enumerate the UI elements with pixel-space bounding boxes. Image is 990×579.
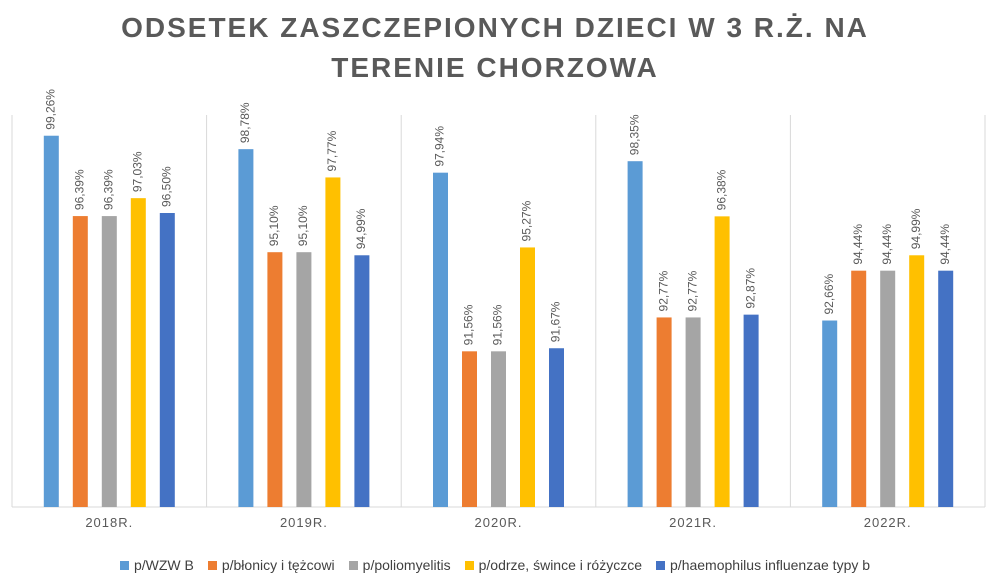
data-label: 94,99% (354, 208, 368, 249)
legend-swatch (464, 560, 474, 570)
legend-label: p/WZW B (133, 557, 194, 573)
bar (491, 351, 506, 507)
data-label: 95,27% (520, 200, 534, 241)
legend-item: p/błonicy i tężcowi (207, 557, 335, 573)
data-label: 96,50% (159, 166, 173, 207)
legend-label: p/odrze, śwince i różyczce (478, 557, 643, 573)
x-tick-label: 2018R. (85, 515, 133, 530)
data-label: 99,26% (43, 89, 57, 130)
data-label: 92,66% (822, 273, 836, 314)
data-label: 97,03% (130, 151, 144, 192)
bar (433, 172, 448, 507)
bar (743, 314, 759, 507)
bar (627, 161, 643, 507)
legend-swatch (207, 560, 217, 570)
x-tick-label: 2021R. (669, 515, 717, 530)
legend-label: p/haemophilus influenzae typy b (670, 557, 871, 573)
data-label: 94,44% (938, 224, 952, 265)
legend-swatch (656, 560, 666, 570)
bar (354, 255, 370, 507)
bar (462, 351, 477, 507)
data-label: 95,10% (267, 205, 281, 246)
bar (851, 270, 867, 507)
legend-label: p/błonicy i tężcowi (221, 557, 335, 573)
legend-swatch (348, 560, 358, 570)
bar (822, 320, 838, 507)
data-label: 94,99% (909, 208, 923, 249)
bar (549, 348, 564, 507)
bar (325, 177, 341, 507)
legend-item: p/poliomyelitis (348, 557, 451, 573)
data-label: 98,78% (238, 102, 252, 143)
x-tick-label: 2019R. (280, 515, 328, 530)
bar (520, 247, 535, 507)
x-tick-label: 2020R. (475, 515, 523, 530)
data-label: 96,38% (714, 169, 728, 210)
data-label: 94,44% (851, 224, 865, 265)
data-label: 96,39% (101, 169, 115, 210)
data-label: 91,56% (491, 304, 505, 345)
data-label: 95,10% (296, 205, 310, 246)
bar (296, 252, 312, 507)
bar (656, 317, 672, 507)
data-label: 97,94% (433, 126, 447, 167)
legend-item: p/odrze, śwince i różyczce (464, 557, 643, 573)
data-label: 98,35% (627, 114, 641, 155)
data-label: 92,77% (685, 270, 699, 311)
legend-label: p/poliomyelitis (362, 557, 451, 573)
data-label: 92,87% (743, 268, 757, 309)
data-label: 92,77% (656, 270, 670, 311)
legend-item: p/WZW B (119, 557, 194, 573)
bar (714, 216, 730, 508)
data-label: 94,44% (880, 224, 894, 265)
bar (159, 213, 175, 507)
legend-item: p/haemophilus influenzae typy b (656, 557, 870, 573)
data-label: 97,77% (325, 130, 339, 171)
bar (685, 317, 701, 507)
legend: p/WZW B p/błonicy i tężcowi p/poliomyeliti… (0, 557, 990, 573)
legend-swatch (119, 560, 129, 570)
bar (72, 216, 88, 507)
bar (238, 149, 254, 507)
data-label: 91,67% (549, 301, 563, 342)
chart-title: ODSETEK ZASZCZEPIONYCH DZIECI W 3 R.Ż. N… (121, 12, 869, 83)
bar (267, 252, 283, 507)
bar (909, 255, 925, 507)
bar (43, 135, 59, 507)
bar (938, 270, 954, 507)
bar (880, 270, 896, 507)
bar (130, 198, 146, 507)
data-label: 96,39% (72, 169, 86, 210)
data-label: 91,56% (462, 304, 476, 345)
x-tick-label: 2022R. (864, 515, 912, 530)
bar (101, 216, 117, 507)
